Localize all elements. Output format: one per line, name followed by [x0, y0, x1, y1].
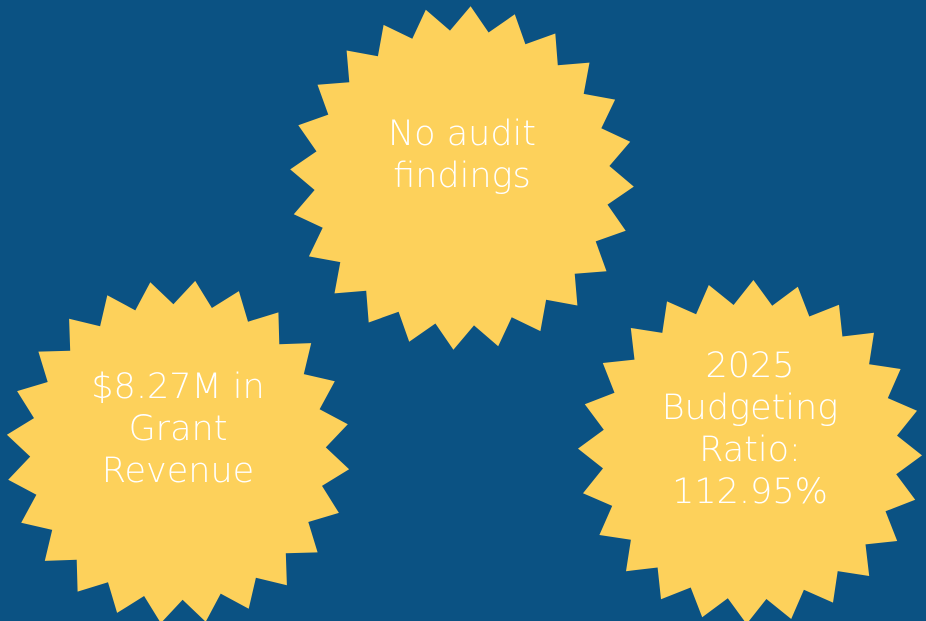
badge-text: $8.27M in	[91, 367, 264, 407]
badge-text: 112.95%	[672, 472, 828, 512]
starburst	[578, 280, 922, 621]
badge-text: No audit	[388, 114, 536, 154]
badge-text: Ratio:	[699, 430, 801, 470]
badge-text: Revenue	[102, 451, 254, 491]
badge-text: 2025	[705, 346, 794, 386]
starburst	[290, 6, 634, 350]
starburst	[6, 280, 350, 621]
badge-text: findings	[393, 156, 531, 196]
badge-text: Grant	[129, 409, 228, 449]
badge-text: Budgeting	[662, 388, 839, 428]
